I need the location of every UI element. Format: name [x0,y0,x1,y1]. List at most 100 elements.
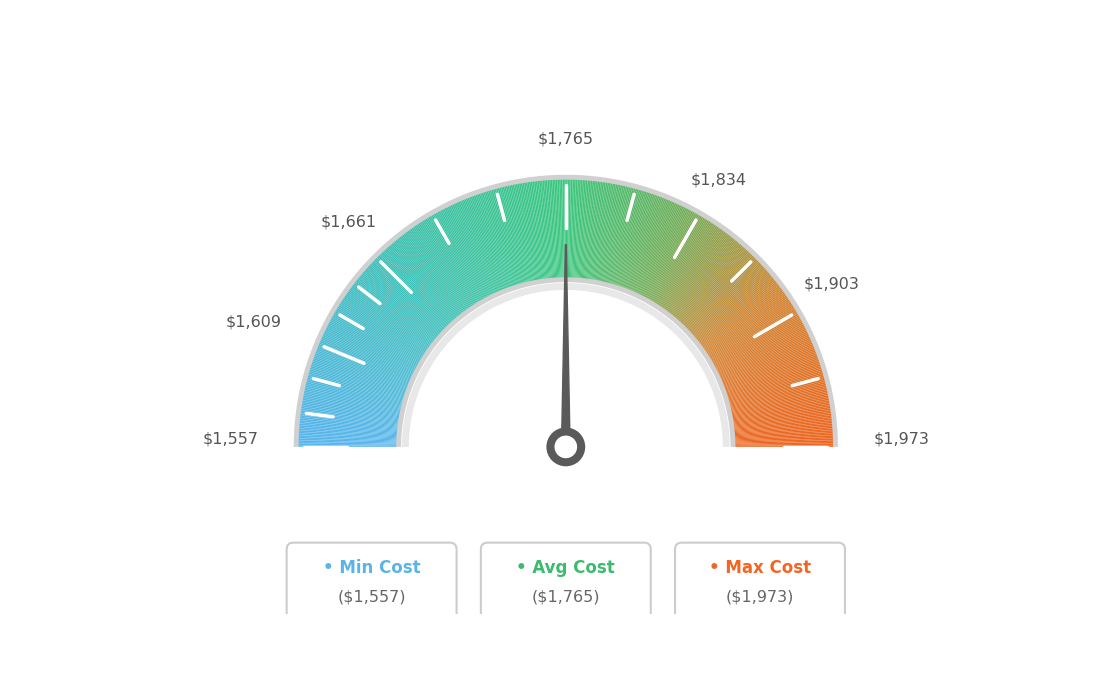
Wedge shape [384,247,454,324]
Wedge shape [635,201,679,295]
Wedge shape [572,177,577,280]
Wedge shape [338,301,425,357]
Wedge shape [586,179,602,281]
Wedge shape [400,234,464,315]
Wedge shape [665,230,728,313]
Wedge shape [347,288,431,349]
Wedge shape [618,191,652,288]
Wedge shape [732,425,835,434]
Wedge shape [378,253,449,327]
Wedge shape [308,367,406,398]
Wedge shape [482,190,516,288]
Wedge shape [554,177,560,280]
Wedge shape [348,287,432,348]
Wedge shape [730,395,830,415]
Wedge shape [665,228,725,313]
Wedge shape [497,186,524,285]
Wedge shape [606,185,633,285]
Wedge shape [445,205,491,297]
Wedge shape [548,178,555,280]
Wedge shape [298,410,400,425]
Wedge shape [358,274,437,340]
Wedge shape [434,210,486,301]
Wedge shape [298,411,400,426]
Wedge shape [319,337,413,380]
Wedge shape [320,335,414,379]
Polygon shape [562,245,570,447]
Wedge shape [308,365,406,397]
FancyBboxPatch shape [675,542,845,621]
Wedge shape [699,283,781,346]
Wedge shape [422,218,477,306]
Wedge shape [420,219,476,306]
Wedge shape [407,228,468,312]
Wedge shape [492,187,521,286]
Wedge shape [696,276,776,342]
Wedge shape [353,279,435,344]
Wedge shape [732,411,834,426]
Wedge shape [711,314,802,366]
Wedge shape [437,209,487,300]
Wedge shape [350,284,433,347]
Wedge shape [332,310,422,363]
Text: $1,609: $1,609 [225,314,282,329]
Wedge shape [446,204,492,297]
Wedge shape [655,218,710,306]
Wedge shape [703,293,788,352]
Wedge shape [404,230,467,313]
Wedge shape [732,413,834,427]
Wedge shape [689,264,765,334]
Wedge shape [626,195,665,291]
Wedge shape [499,185,526,285]
Wedge shape [731,402,832,420]
Wedge shape [705,298,792,355]
Wedge shape [376,254,449,328]
Wedge shape [522,181,540,282]
Wedge shape [576,178,584,280]
Wedge shape [702,291,787,351]
Wedge shape [460,198,501,293]
Wedge shape [729,388,829,411]
Wedge shape [302,385,403,409]
Wedge shape [301,393,402,415]
Wedge shape [368,262,444,333]
Wedge shape [469,195,507,290]
Wedge shape [650,214,703,303]
Wedge shape [715,326,808,373]
Wedge shape [682,253,754,327]
Wedge shape [317,342,412,382]
Wedge shape [306,375,405,403]
Wedge shape [726,373,826,402]
Wedge shape [719,337,813,380]
Wedge shape [733,432,835,438]
Wedge shape [709,306,797,361]
Wedge shape [450,202,496,295]
Wedge shape [362,268,440,337]
Wedge shape [696,277,777,343]
Wedge shape [668,234,732,315]
Wedge shape [364,266,442,335]
Wedge shape [333,308,423,362]
Wedge shape [337,304,424,359]
Wedge shape [328,319,418,368]
Wedge shape [296,435,399,441]
Wedge shape [297,430,399,437]
Wedge shape [310,359,407,393]
Wedge shape [380,250,452,326]
Wedge shape [301,395,402,415]
Wedge shape [733,444,836,446]
Wedge shape [670,236,735,317]
Wedge shape [389,242,457,321]
Wedge shape [615,189,648,288]
Wedge shape [312,354,408,391]
Wedge shape [386,244,455,322]
Wedge shape [418,220,476,307]
Wedge shape [677,246,746,323]
Wedge shape [633,199,675,294]
Wedge shape [707,302,795,358]
Wedge shape [552,177,559,280]
Wedge shape [481,190,514,288]
Wedge shape [410,226,470,310]
Wedge shape [721,344,816,384]
Wedge shape [587,179,603,282]
